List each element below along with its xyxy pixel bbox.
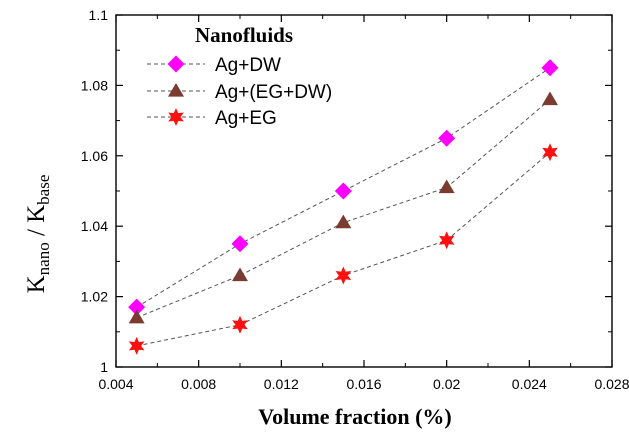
x-tick-label: 0.028 — [594, 376, 629, 392]
y-tick-label: 1.02 — [81, 289, 108, 305]
x-tick-label: 0.004 — [98, 376, 133, 392]
legend-marker-star — [168, 108, 184, 126]
legend-label: Ag+(EG+DW) — [215, 82, 332, 103]
y-tick-label: 1.04 — [81, 218, 108, 234]
data-point-star — [335, 266, 352, 285]
data-point-diamond — [231, 235, 249, 253]
y-axis-title: Knano / Kbase — [23, 175, 53, 294]
data-point-triangle — [542, 91, 558, 106]
x-tick-label: 0.016 — [346, 376, 381, 392]
series-lines — [136, 67, 551, 347]
data-point-diamond — [334, 182, 352, 200]
x-tick-label: 0.024 — [512, 376, 547, 392]
y-axis-title-sep: / K — [23, 205, 50, 243]
plot-frame — [115, 14, 613, 368]
legend-marker-diamond — [167, 55, 185, 73]
data-point-star — [542, 143, 558, 162]
y-axis-title-sub-nano: nano — [34, 242, 53, 275]
data-point-star — [232, 315, 248, 334]
series-line — [136, 151, 551, 347]
data-point-diamond — [128, 298, 146, 316]
legend: Nanofluids Ag+DW Ag+(EG+DW) Ag+EG — [147, 23, 332, 129]
legend-marker-triangle — [168, 83, 184, 97]
data-point-star — [438, 231, 455, 250]
series-markers — [128, 59, 559, 355]
y-tick-label: 1 — [100, 359, 108, 375]
x-tick-label: 0.012 — [264, 376, 299, 392]
plot-border — [115, 14, 613, 368]
svg-text:Knano / Kbase: Knano / Kbase — [23, 175, 53, 294]
data-point-diamond — [438, 129, 456, 147]
data-point-triangle — [438, 179, 455, 194]
series-line — [136, 99, 551, 319]
y-tick-label: 1.1 — [89, 7, 109, 23]
data-point-triangle — [232, 267, 248, 282]
data-point-triangle — [128, 309, 145, 324]
legend-label: Ag+DW — [215, 55, 281, 76]
y-axis-ticks: 1 1.02 1.04 1.06 1.08 1.1 — [81, 7, 612, 375]
data-point-star — [128, 336, 145, 355]
series-line — [136, 67, 551, 308]
y-tick-label: 1.06 — [81, 148, 108, 164]
x-tick-label: 0.008 — [181, 376, 216, 392]
x-axis-title: Volume fraction (%) — [258, 404, 452, 429]
y-axis-title-sub-base: base — [34, 175, 53, 205]
x-tick-label: 0.02 — [433, 376, 460, 392]
data-point-triangle — [335, 214, 352, 229]
legend-title: Nanofluids — [195, 23, 293, 47]
data-point-diamond — [541, 59, 559, 77]
legend-label: Ag+EG — [215, 108, 277, 129]
x-axis-ticks: 0.004 0.008 0.012 0.016 0.02 0.024 0.028 — [98, 15, 629, 392]
y-tick-label: 1.08 — [81, 77, 108, 93]
y-axis-title-main: K — [23, 275, 50, 293]
